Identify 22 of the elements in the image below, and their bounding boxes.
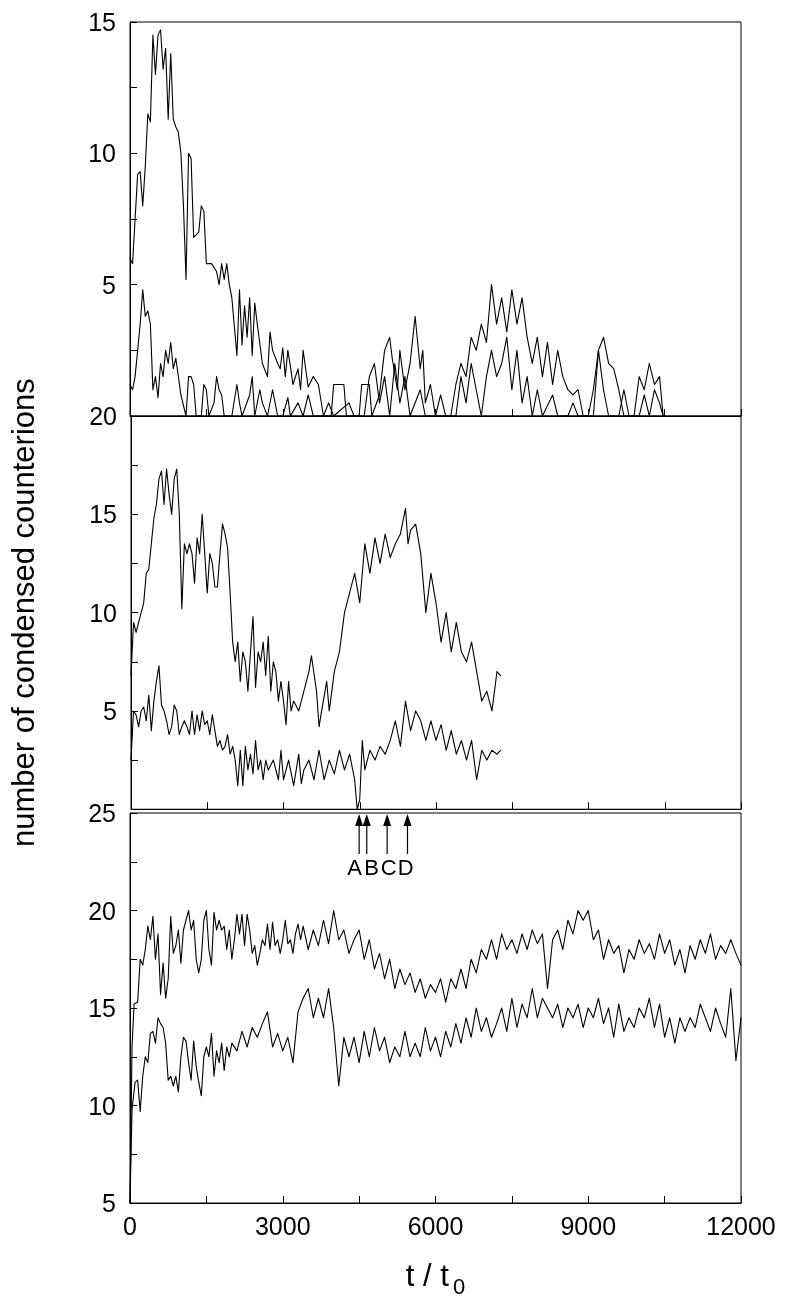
y-tick-label: 5 <box>102 270 116 299</box>
x-tick-label: 6000 <box>407 1211 464 1240</box>
x-tick-label: 12000 <box>706 1211 776 1240</box>
annotation: A <box>347 855 363 881</box>
y-tick-label: 15 <box>88 8 116 36</box>
y-tick-label: 10 <box>88 139 116 168</box>
y-tick-label: 5 <box>102 1189 116 1217</box>
y-tick-label: 20 <box>88 896 116 925</box>
annotation: C <box>380 855 397 881</box>
y-tick-label: 10 <box>89 598 117 627</box>
y-tick-label: 20 <box>89 402 117 430</box>
y-tick-label: 5 <box>103 696 117 725</box>
x-tick-label: 9000 <box>560 1211 617 1240</box>
y-tick-label: 15 <box>88 994 116 1022</box>
y-tick-label: 10 <box>88 1091 116 1120</box>
y-axis-title: number of condensed counterions <box>6 378 41 848</box>
annotation: B <box>364 855 379 881</box>
x-tick-label: 0 <box>123 1211 137 1240</box>
y-tick-label: 25 <box>88 799 116 827</box>
y-tick-label: 15 <box>89 500 117 529</box>
x-tick-label: 3000 <box>254 1211 311 1240</box>
annotation: D <box>397 855 414 881</box>
